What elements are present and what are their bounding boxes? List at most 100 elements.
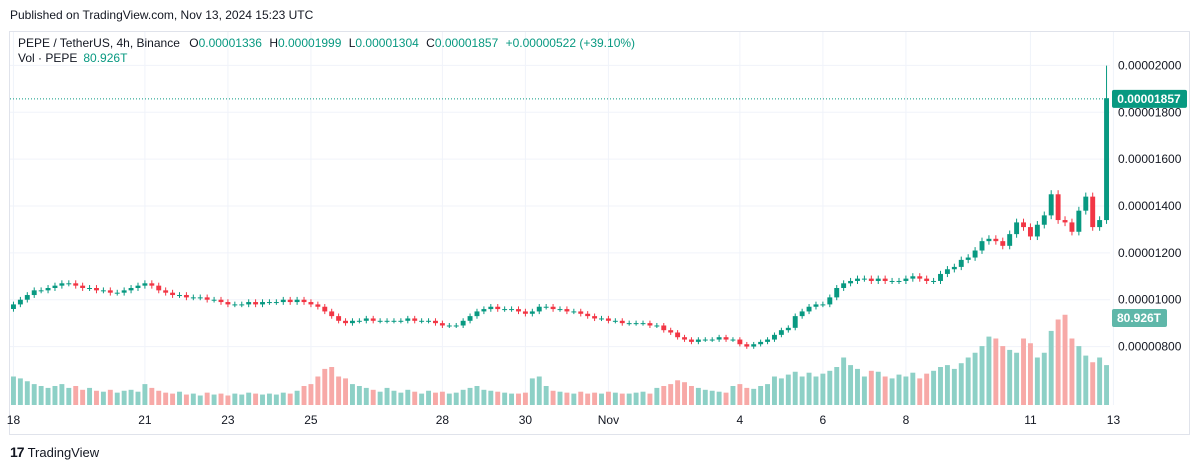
candle-body (737, 339, 743, 345)
candle-body (329, 311, 335, 317)
candle-body (1041, 215, 1047, 225)
volume-bar (550, 390, 556, 405)
volume-bar (1014, 352, 1020, 405)
volume-bar (453, 392, 459, 405)
symbol-label[interactable]: PEPE / TetherUS, 4h, Binance (18, 36, 180, 50)
candle-body (419, 320, 425, 322)
candle-body (260, 302, 265, 305)
high-label: H (269, 36, 278, 50)
volume-bar (682, 382, 687, 405)
candle-body (370, 318, 376, 321)
volume-bar (868, 370, 874, 405)
volume-bar (363, 387, 369, 405)
volume-label[interactable]: Vol · PEPE (18, 51, 78, 65)
candle-body (128, 288, 134, 291)
volume-bar (723, 392, 729, 405)
candle-body (439, 323, 445, 326)
candle-body (31, 290, 37, 296)
close-label: C (426, 36, 435, 50)
candle-body (792, 316, 798, 328)
volume-bar (31, 384, 37, 405)
candle-body (626, 323, 632, 325)
volume-bar (522, 392, 528, 405)
volume-bar (45, 387, 51, 405)
volume-bar (903, 376, 909, 405)
last-price-label: 0.00001857 (1117, 92, 1181, 106)
candle-body (426, 320, 432, 322)
candle-body (661, 325, 667, 331)
low-value: 0.00001304 (355, 36, 419, 50)
chart-frame (9, 31, 1190, 435)
volume-bar (135, 391, 141, 405)
candle-body (1021, 222, 1026, 228)
footer-brand[interactable]: 17 TradingView (10, 444, 99, 460)
volume-bar (1076, 346, 1082, 405)
candle-body (958, 259, 964, 267)
volume-bar (765, 384, 771, 405)
candle-body (654, 325, 660, 327)
volume-bar (253, 393, 259, 405)
published-caption: Published on TradingView.com, Nov 13, 20… (10, 8, 314, 22)
candle-body (170, 292, 176, 296)
volume-bar (758, 386, 764, 405)
volume-bar (322, 368, 328, 405)
volume-bar (1069, 338, 1075, 405)
volume-bar (675, 380, 681, 405)
volume-bar (1000, 346, 1006, 405)
candle-body (107, 290, 113, 293)
candle-body (218, 299, 224, 303)
x-tick-label: 25 (304, 413, 318, 427)
candle-body (979, 241, 985, 251)
ohlc-legend: PEPE / TetherUS, 4h, Binance O0.00001336… (18, 35, 639, 51)
candle-body (564, 309, 570, 312)
volume-legend: Vol · PEPE 80.926T (18, 51, 127, 65)
candle-body (377, 320, 383, 322)
volume-bar (197, 395, 203, 405)
candle-body (391, 320, 397, 322)
volume-bar (239, 394, 245, 405)
volume-bar (273, 394, 279, 405)
y-tick-label: 0.00002000 (1118, 58, 1182, 72)
volume-bar (38, 386, 44, 405)
last-price-tag (1112, 89, 1187, 108)
candle-body (861, 278, 867, 280)
candle-body (273, 302, 279, 304)
volume-bar (474, 386, 480, 405)
candle-body (723, 337, 729, 340)
volume-bar (702, 389, 708, 405)
candle-body (820, 304, 826, 306)
volume-bar (294, 390, 300, 405)
candle-body (716, 337, 722, 340)
volume-bar (910, 372, 916, 405)
volume-bar (529, 378, 535, 405)
candle-body (474, 311, 480, 317)
volume-bar (1104, 365, 1109, 405)
volume-bar (177, 391, 182, 405)
candle-body (806, 306, 812, 312)
volume-bar (183, 394, 189, 405)
volume-bar (412, 391, 418, 405)
volume-bar (654, 387, 660, 405)
volume-bar (488, 390, 494, 405)
candle-body (633, 323, 639, 325)
volume-bar (149, 387, 155, 405)
candle-body (550, 306, 556, 310)
candle-body (1034, 224, 1040, 237)
candle-body (647, 323, 653, 326)
candle-body (944, 269, 950, 274)
volume-bar (599, 393, 604, 405)
candle-body (315, 304, 321, 307)
candle-body (612, 320, 618, 322)
volume-bar (640, 391, 646, 405)
volume-bar (142, 384, 148, 405)
candle-body (211, 299, 217, 301)
volume-bar (924, 373, 930, 405)
brand-name: TradingView (27, 444, 100, 460)
volume-bar (578, 391, 584, 405)
volume-bar (896, 374, 902, 405)
volume-bar (917, 378, 923, 405)
volume-bar (633, 392, 639, 405)
candle-body (1069, 222, 1075, 232)
volume-bar (128, 389, 134, 405)
